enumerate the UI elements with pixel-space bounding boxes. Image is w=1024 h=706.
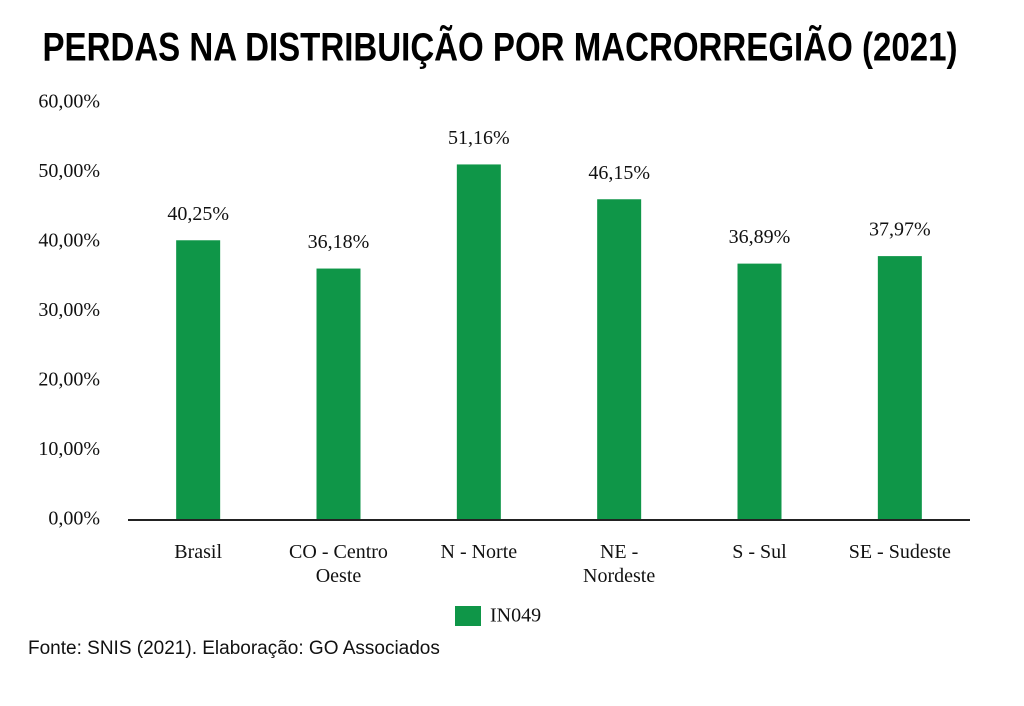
bar (176, 240, 221, 520)
x-tick-label: NE - Nordeste (583, 541, 656, 587)
bar (456, 164, 501, 521)
value-label: 46,15% (588, 162, 650, 184)
y-tick-label: 0,00% (48, 508, 100, 530)
value-label: 36,18% (308, 231, 370, 253)
value-label: 40,25% (167, 203, 229, 225)
x-tick-label: SE - Sudeste (848, 541, 951, 563)
bar (316, 268, 361, 520)
x-tick-label: CO - Centro Oeste (289, 541, 388, 587)
value-label: 51,16% (448, 127, 510, 149)
y-tick-label: 40,00% (38, 230, 100, 252)
legend-swatch (455, 606, 481, 626)
y-tick-label: 50,00% (38, 160, 100, 182)
y-tick-label: 30,00% (38, 299, 100, 321)
bar (737, 263, 782, 520)
source-note: Fonte: SNIS (2021). Elaboração: GO Assoc… (28, 638, 440, 659)
bar (877, 256, 922, 520)
legend-label: IN049 (490, 605, 541, 627)
x-tick-label: Brasil (174, 541, 223, 563)
x-tick-label: N - Norte (440, 541, 518, 563)
chart-title: PERDAS NA DISTRIBUIÇÃO POR MACRORREGIÃO … (43, 24, 958, 70)
bar (597, 199, 642, 520)
x-tick-label: S - Sul (732, 541, 787, 563)
value-label: 36,89% (729, 226, 791, 248)
y-tick-label: 20,00% (38, 369, 100, 391)
y-tick-label: 10,00% (38, 438, 100, 460)
value-label: 37,97% (869, 219, 931, 241)
y-tick-label: 60,00% (38, 91, 100, 113)
